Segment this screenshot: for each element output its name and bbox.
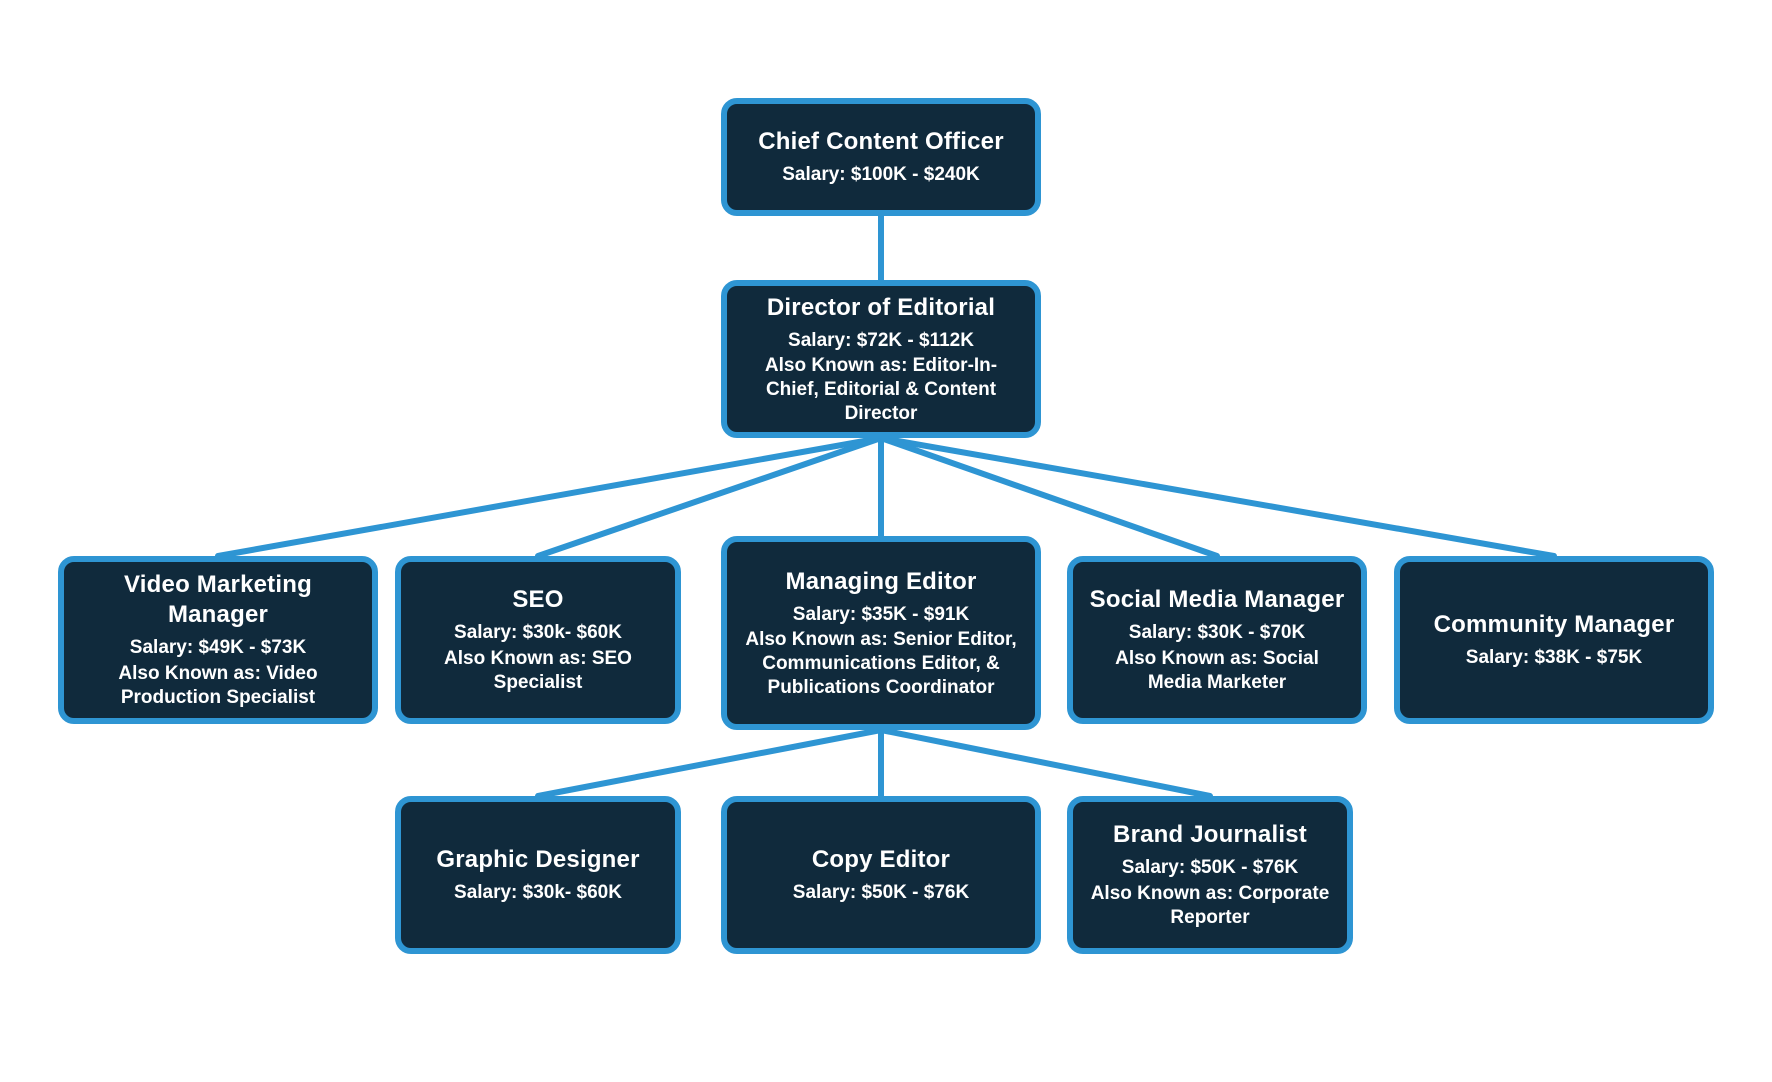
node-title: Chief Content Officer	[758, 127, 1004, 157]
node-salary: Salary: $35K - $91K	[793, 603, 969, 627]
node-aka: Also Known as: Senior Editor, Communicat…	[741, 628, 1021, 699]
node-community-manager: Community Manager Salary: $38K - $75K	[1394, 556, 1714, 724]
node-salary: Salary: $38K - $75K	[1466, 646, 1642, 670]
node-title: Managing Editor	[786, 567, 977, 597]
node-salary: Salary: $100K - $240K	[782, 163, 980, 187]
node-salary: Salary: $49K - $73K	[130, 636, 306, 660]
node-brand-journalist: Brand Journalist Salary: $50K - $76K Als…	[1067, 796, 1353, 954]
node-title: Social Media Manager	[1090, 585, 1345, 615]
node-aka: Also Known as: SEO Specialist	[415, 647, 661, 695]
node-aka: Also Known as: Editor-In-Chief, Editoria…	[741, 354, 1021, 425]
node-salary: Salary: $72K - $112K	[788, 329, 974, 353]
node-salary: Salary: $30k- $60K	[454, 881, 622, 905]
node-aka: Also Known as: Corporate Reporter	[1087, 882, 1333, 930]
node-title: Copy Editor	[812, 845, 950, 875]
node-managing-editor: Managing Editor Salary: $35K - $91K Also…	[721, 536, 1041, 730]
node-video-marketing-manager: Video Marketing Manager Salary: $49K - $…	[58, 556, 378, 724]
node-aka: Also Known as: Social Media Marketer	[1087, 647, 1347, 695]
node-salary: Salary: $30K - $70K	[1129, 621, 1305, 645]
node-title: Brand Journalist	[1113, 820, 1307, 850]
node-salary: Salary: $50K - $76K	[1122, 856, 1298, 880]
node-aka: Also Known as: Video Production Speciali…	[78, 662, 358, 710]
node-title: Video Marketing Manager	[78, 570, 358, 630]
node-title: Community Manager	[1434, 610, 1675, 640]
node-director-of-editorial: Director of Editorial Salary: $72K - $11…	[721, 280, 1041, 438]
node-copy-editor: Copy Editor Salary: $50K - $76K	[721, 796, 1041, 954]
node-salary: Salary: $50K - $76K	[793, 881, 969, 905]
node-graphic-designer: Graphic Designer Salary: $30k- $60K	[395, 796, 681, 954]
node-seo: SEO Salary: $30k- $60K Also Known as: SE…	[395, 556, 681, 724]
node-title: Director of Editorial	[767, 293, 995, 323]
org-chart-stage: Chief Content Officer Salary: $100K - $2…	[0, 0, 1772, 1082]
node-salary: Salary: $30k- $60K	[454, 621, 622, 645]
node-title: Graphic Designer	[436, 845, 639, 875]
node-chief-content-officer: Chief Content Officer Salary: $100K - $2…	[721, 98, 1041, 216]
node-title: SEO	[512, 585, 563, 615]
node-social-media-manager: Social Media Manager Salary: $30K - $70K…	[1067, 556, 1367, 724]
